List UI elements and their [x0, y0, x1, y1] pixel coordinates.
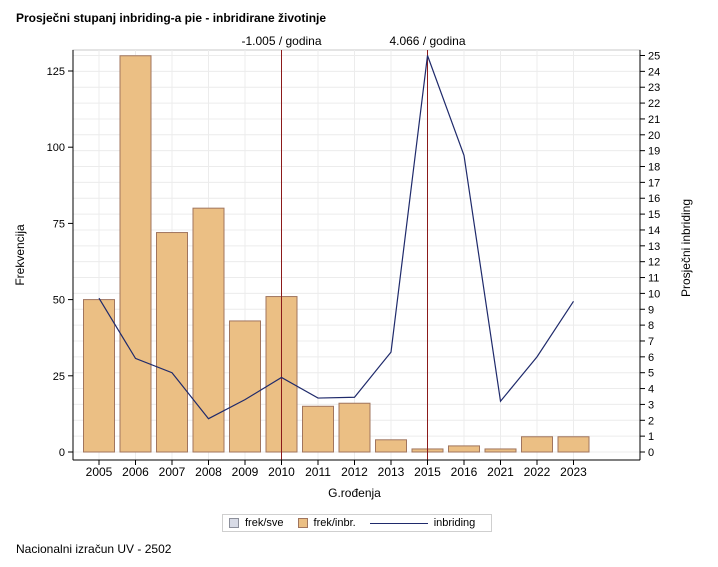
- y-tick-label-right: 15: [648, 209, 660, 221]
- bar: [448, 445, 480, 453]
- reference-line-label: 4.066 / godina: [389, 34, 465, 48]
- legend: frek/sve frek/inbr. inbriding: [222, 514, 492, 532]
- x-axis-title: G.rođenja: [328, 486, 381, 500]
- y-tick-label-right: 17: [648, 177, 660, 189]
- y-axis-title-right: Prosječni inbriding: [679, 199, 693, 297]
- series-line-inbriding: [98, 55, 575, 420]
- bar: [302, 405, 334, 453]
- x-tick-label: 2006: [122, 465, 149, 479]
- y-tick-label-left: 75: [53, 218, 65, 230]
- x-tick-label: 2011: [305, 465, 331, 479]
- legend-label-inbriding: inbriding: [433, 517, 476, 529]
- x-tick-label: 2009: [232, 465, 259, 479]
- reference-line-label: -1.005 / godina: [241, 34, 321, 48]
- y-tick-label-right: 14: [648, 225, 660, 237]
- legend-line-inbriding: [369, 522, 428, 524]
- legend-swatch-frek-inbr: [297, 518, 308, 528]
- x-tick-label: 2023: [560, 465, 587, 479]
- x-tick-label: 2015: [414, 465, 441, 479]
- legend-item-inbriding: inbriding: [369, 517, 476, 529]
- y-tick-label-right: 18: [648, 162, 660, 174]
- y-tick-label-right: 21: [648, 114, 660, 126]
- y-tick-label-left: 100: [47, 142, 65, 154]
- y-tick-label-left: 50: [53, 295, 65, 307]
- y-tick-label-right: 19: [648, 146, 660, 158]
- y-tick-label-left: 25: [53, 371, 65, 383]
- bar: [229, 320, 261, 453]
- y-tick-label-right: 22: [648, 98, 660, 110]
- y-tick-label-right: 6: [648, 352, 654, 364]
- x-tick-label: 2016: [451, 465, 478, 479]
- bar: [338, 402, 371, 453]
- y-tick-label-right: 0: [648, 447, 654, 459]
- bar: [375, 439, 407, 453]
- y-tick-label-right: 12: [648, 257, 660, 269]
- y-tick-label-left: 0: [59, 447, 65, 459]
- legend-label-frek-sve: frek/sve: [245, 517, 284, 529]
- y-tick-label-right: 5: [648, 368, 654, 380]
- y-tick-label-right: 11: [648, 273, 659, 285]
- y-tick-label-right: 1: [648, 431, 654, 443]
- x-tick-label: 2007: [159, 465, 186, 479]
- y-axis-title-left: Frekvencija: [13, 224, 27, 286]
- x-tick-label: 2012: [341, 465, 368, 479]
- x-tick-label: 2005: [86, 465, 113, 479]
- y-tick-label-right: 20: [648, 130, 660, 142]
- chart-title: Prosječni stupanj inbriding-a pie - inbr…: [16, 11, 327, 25]
- legend-label-frek-inbr: frek/inbr.: [313, 517, 356, 529]
- legend-item-frek-sve: frek/sve: [229, 517, 284, 529]
- legend-swatch-frek-sve: [229, 518, 239, 528]
- y-tick-label-left: 125: [47, 66, 65, 78]
- y-tick-label-right: 8: [648, 320, 654, 332]
- y-tick-label-right: 7: [648, 336, 654, 348]
- x-tick-label: 2010: [268, 465, 295, 479]
- y-tick-label-right: 24: [648, 66, 660, 78]
- bar: [521, 436, 553, 453]
- bar: [156, 232, 188, 453]
- y-tick-label-right: 10: [648, 288, 660, 300]
- bar: [192, 207, 225, 453]
- x-tick-label: 2022: [524, 465, 551, 479]
- y-tick-label-right: 25: [648, 51, 660, 63]
- y-tick-label-right: 2: [648, 415, 654, 427]
- x-tick-label: 2013: [378, 465, 405, 479]
- y-tick-label-right: 3: [648, 399, 654, 411]
- x-tick-label: 2008: [195, 465, 222, 479]
- y-tick-label-right: 13: [648, 241, 660, 253]
- y-tick-label-right: 4: [648, 384, 654, 396]
- y-tick-label-right: 9: [648, 304, 654, 316]
- x-tick-label: 2021: [487, 465, 514, 479]
- legend-item-frek-inbr: frek/inbr.: [297, 517, 356, 529]
- footer-note: Nacionalni izračun UV - 2502: [16, 542, 172, 556]
- y-tick-label-right: 23: [648, 82, 660, 94]
- y-tick-label-right: 16: [648, 193, 660, 205]
- bar: [557, 436, 590, 453]
- bar: [484, 448, 517, 453]
- bar: [119, 55, 152, 453]
- bar: [83, 299, 115, 453]
